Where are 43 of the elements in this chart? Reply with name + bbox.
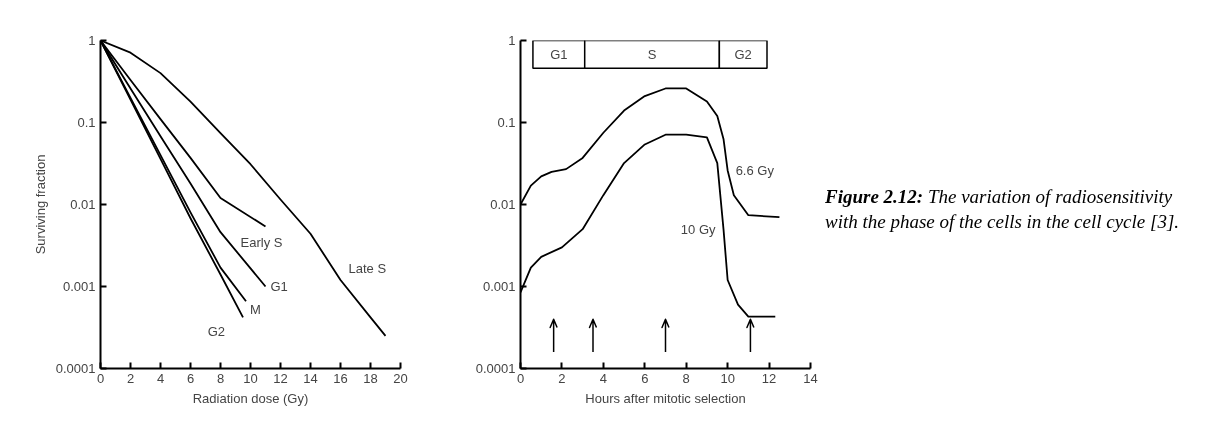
x-tick-label: 0 <box>516 370 525 386</box>
x-tick-label: 2 <box>126 370 135 386</box>
x-tick-label: 6 <box>186 370 195 386</box>
y-tick-label: 0.01 <box>490 197 516 212</box>
x-tick-label: 0 <box>96 370 105 386</box>
caption: Figure 2.12: The variation of radiosensitivity with the phase of the cells in the cell cycle [3]. <box>825 185 1181 234</box>
x-tick-label: 16 <box>333 370 348 386</box>
x-tick-label: 18 <box>363 370 378 386</box>
x-tick-label: 6 <box>641 370 649 386</box>
y-tick-label: 0.001 <box>62 279 96 294</box>
y-tick-label: 1 <box>508 33 516 48</box>
x-tick-label: 20 <box>393 370 408 386</box>
x-tick-label: 10 <box>243 370 258 386</box>
y-axis-title: Surviving fraction <box>32 154 48 255</box>
y-tick-label: 0.001 <box>482 279 516 294</box>
series-label: 10 Gy <box>680 221 716 237</box>
series-label: 6.6 Gy <box>735 162 775 178</box>
x-tick-label: 12 <box>761 370 777 386</box>
band-label: S <box>647 46 657 62</box>
x-tick-label: 4 <box>156 370 165 386</box>
series-label: G2 <box>207 323 225 339</box>
x-tick-label: 4 <box>599 370 607 386</box>
y-tick-label: 0.0001 <box>55 361 96 376</box>
x-tick-label: 8 <box>216 370 225 386</box>
y-tick-label: 0.1 <box>77 115 96 130</box>
band-label: G2 <box>734 46 752 62</box>
x-axis-title: Hours after mitotic selection <box>585 390 746 406</box>
y-tick-label: 0.1 <box>497 115 516 130</box>
x-axis-title: Radiation dose (Gy) <box>192 390 309 406</box>
series-label: G1 <box>270 279 288 294</box>
x-tick-label: 8 <box>682 370 690 386</box>
x-tick-label: 12 <box>273 370 288 386</box>
series-label: M <box>250 301 261 317</box>
x-tick-label: 14 <box>803 370 818 386</box>
series-label: Early S <box>240 234 283 250</box>
series-label: Late S <box>348 260 387 276</box>
y-tick-label: 1 <box>88 33 96 48</box>
x-tick-label: 10 <box>720 370 735 386</box>
x-tick-label: 2 <box>558 370 566 386</box>
x-tick-label: 14 <box>303 370 318 386</box>
band-label: G1 <box>550 46 568 62</box>
y-tick-label: 0.0001 <box>475 361 516 376</box>
y-tick-label: 0.01 <box>70 197 96 212</box>
